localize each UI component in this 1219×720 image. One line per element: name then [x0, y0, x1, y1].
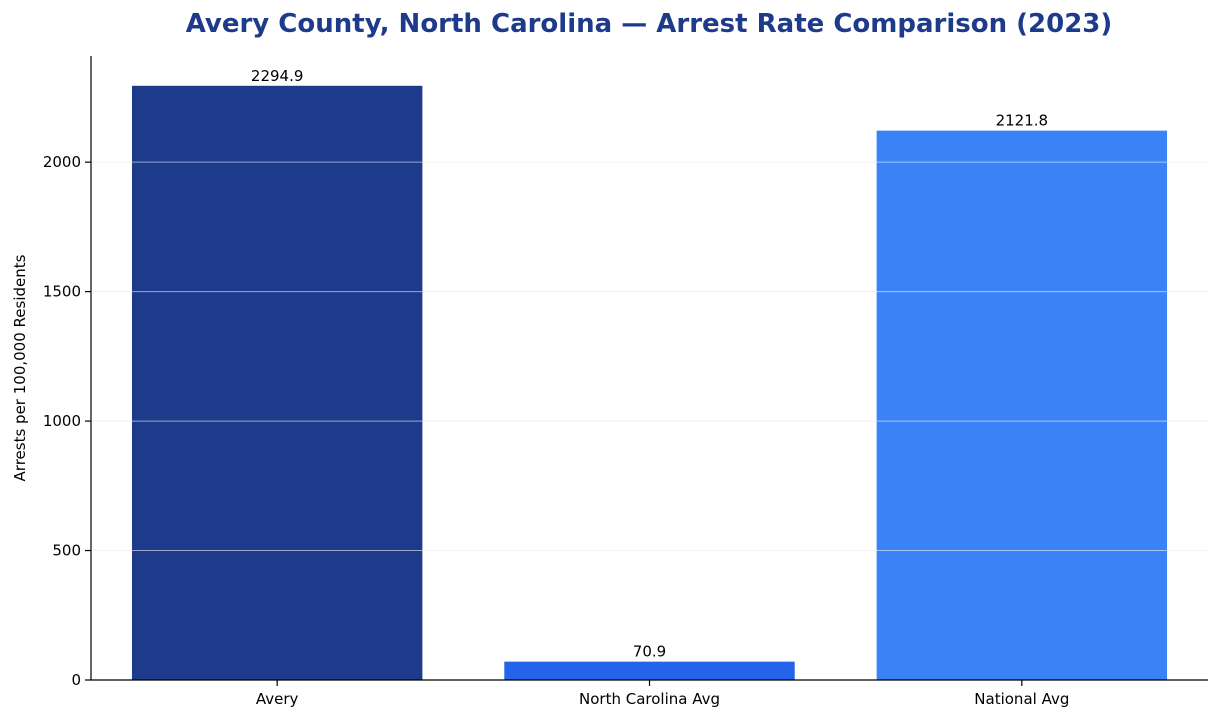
y-ticks: 0 500 1000 1500 2000 — [43, 153, 91, 689]
y-tick-label: 1000 — [43, 412, 81, 430]
y-tick-label: 0 — [71, 671, 81, 689]
chart-title: Avery County, North Carolina — Arrest Ra… — [186, 9, 1113, 39]
x-tick-label: North Carolina Avg — [579, 690, 720, 708]
data-label: 70.9 — [633, 643, 666, 661]
bar — [504, 661, 795, 680]
x-ticks: Avery North Carolina Avg National Avg — [256, 680, 1069, 708]
bar — [131, 85, 423, 681]
x-tick-label: Avery — [256, 690, 299, 708]
data-label: 2294.9 — [251, 67, 304, 85]
y-axis-label: Arrests per 100,000 Residents — [11, 254, 29, 481]
bar — [876, 130, 1168, 680]
y-tick-label: 1500 — [43, 283, 81, 301]
y-tick-label: 500 — [52, 542, 81, 560]
bars — [131, 85, 1168, 681]
y-tick-label: 2000 — [43, 153, 81, 171]
data-labels: 2294.9 70.9 2121.8 — [251, 67, 1048, 661]
data-label: 2121.8 — [996, 112, 1049, 130]
gridlines-overlay — [91, 161, 1208, 552]
x-tick-label: National Avg — [974, 690, 1069, 708]
